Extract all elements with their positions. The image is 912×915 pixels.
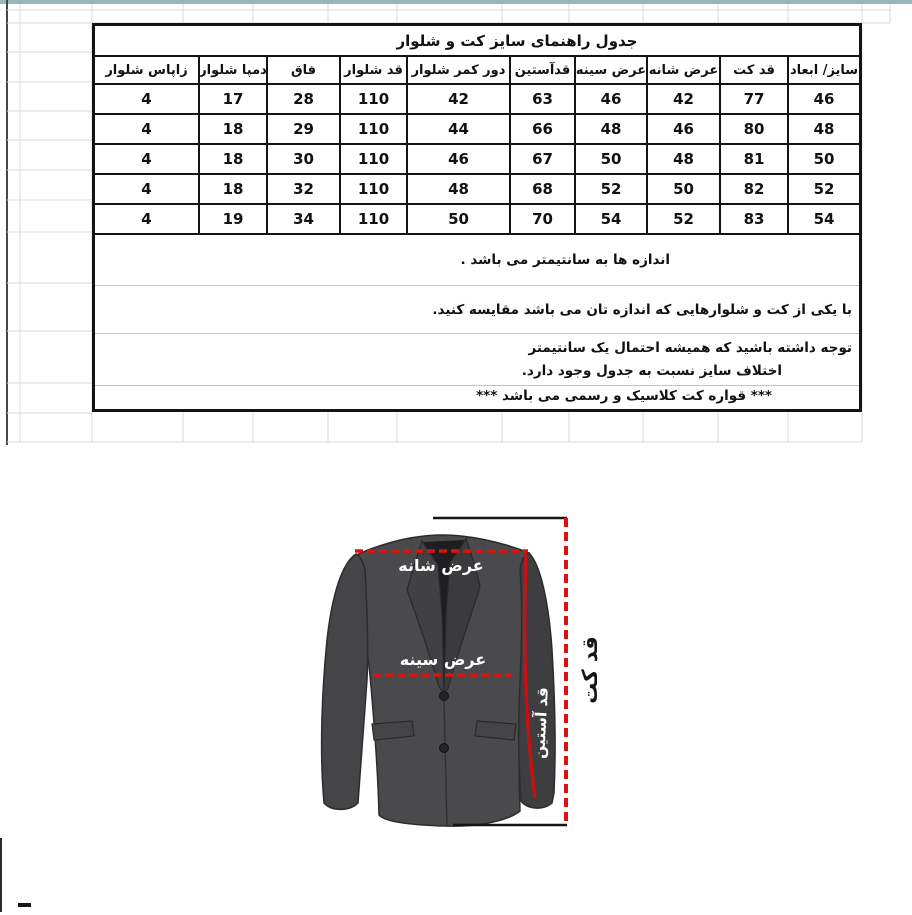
jacket-right-pocket <box>474 720 517 741</box>
size-cell: 110 <box>339 85 406 113</box>
note-tolerance: توجه داشته باشید که همیشه احتمال یک سانت… <box>95 334 859 386</box>
size-cell: 110 <box>339 115 406 143</box>
size-cell: 4 <box>141 120 152 138</box>
table-row: 52 82 50 52 68 48 110 32 18 4 <box>95 175 859 205</box>
jacket-length-label: قد کت <box>578 636 602 704</box>
table-title-text: جدول راهنمای سایز کت و شلوار <box>396 31 638 50</box>
size-cell: 63 <box>509 85 574 113</box>
size-cell: 50 <box>787 145 859 173</box>
header-cell: دور کمر شلوار <box>406 57 509 83</box>
size-cell: 42 <box>646 85 719 113</box>
size-cell: 18 <box>198 115 266 143</box>
window-top-edge <box>0 0 912 4</box>
left-window-edge <box>6 0 8 445</box>
size-cell: 46 <box>787 85 859 113</box>
size-cell: 66 <box>509 115 574 143</box>
bottom-edge-mark <box>18 903 31 907</box>
size-cell: 110 <box>339 175 406 203</box>
size-cell: 52 <box>787 175 859 203</box>
jacket-left-lapel <box>406 539 445 695</box>
size-cell: 50 <box>574 145 646 173</box>
header-cell: عرض سینه <box>574 57 646 83</box>
header-cell: عرض شانه <box>646 57 719 83</box>
size-cell: 18 <box>198 145 266 173</box>
size-cell: 42 <box>406 85 509 113</box>
note-fit-style: *** قواره کت کلاسیک و رسمی می باشد *** <box>476 388 772 404</box>
jacket-left-sleeve <box>320 553 369 811</box>
jacket-right-lapel <box>443 537 481 695</box>
size-cell: 4 <box>141 90 152 108</box>
header-cell: قدآستین <box>509 57 574 83</box>
size-cell: 83 <box>719 205 787 233</box>
jacket-button-bottom <box>439 743 449 753</box>
jacket-left-pocket <box>371 720 415 741</box>
size-cell: 68 <box>509 175 574 203</box>
size-cell: 34 <box>266 205 339 233</box>
size-cell: 30 <box>266 145 339 173</box>
table-row: 50 81 48 50 67 46 110 30 18 4 <box>95 145 859 175</box>
size-cell: 70 <box>509 205 574 233</box>
jacket-measurement-diagram: عرض شانه عرض سینه قد آستین قد کت <box>320 516 602 827</box>
left-window-edge-bottom <box>0 838 2 912</box>
header-cell: سایز/ ابعاد <box>787 57 859 83</box>
size-cell: 46 <box>646 115 719 143</box>
table-row: 48 80 46 48 66 44 110 29 18 4 <box>95 115 859 145</box>
size-cell: 54 <box>574 205 646 233</box>
size-cell: 48 <box>574 115 646 143</box>
header-cell: قد کت <box>719 57 787 83</box>
sleeve-length-label: قد آستین <box>529 687 552 760</box>
table-header-row: سایز/ ابعاد قد کت عرض شانه عرض سینه قدآستین د… <box>95 57 859 85</box>
header-cell: قد شلوار <box>339 57 406 83</box>
size-cell: 80 <box>719 115 787 143</box>
size-cell: 28 <box>266 85 339 113</box>
size-cell: 48 <box>406 175 509 203</box>
size-cell: 52 <box>574 175 646 203</box>
size-cell: 50 <box>646 175 719 203</box>
header-cell: فاق <box>266 57 339 83</box>
table-notes: اندازه ها به سانتیمتر می باشد . با یکی ا… <box>95 235 859 410</box>
size-cell: 4 <box>141 210 152 228</box>
size-cell: 77 <box>719 85 787 113</box>
size-cell: 48 <box>787 115 859 143</box>
size-cell: 17 <box>198 85 266 113</box>
size-cell: 29 <box>266 115 339 143</box>
size-cell: 48 <box>646 145 719 173</box>
size-cell: 19 <box>198 205 266 233</box>
size-cell: 46 <box>406 145 509 173</box>
table-row: 46 77 42 46 63 42 110 28 17 4 <box>95 85 859 115</box>
size-cell: 50 <box>406 205 509 233</box>
size-cell: 82 <box>719 175 787 203</box>
note-compare: با یکی از کت و شلوارهایی که اندازه تان م… <box>95 286 859 334</box>
size-cell: 110 <box>339 205 406 233</box>
jacket-button-top <box>439 691 449 701</box>
note-units: اندازه ها به سانتیمتر می باشد . <box>95 235 859 286</box>
size-guide-table: جدول راهنمای سایز کت و شلوار سایز/ ابعاد… <box>92 23 862 412</box>
size-cell: 54 <box>787 205 859 233</box>
table-body: 46 77 42 46 63 42 110 28 17 4 48 80 46 48 66 44 110 29 18 4… <box>95 85 859 235</box>
table-title: جدول راهنمای سایز کت و شلوار <box>95 26 859 57</box>
sleeve-length-line <box>522 553 537 799</box>
size-cell: 110 <box>339 145 406 173</box>
size-cell: 18 <box>198 175 266 203</box>
table-row: 54 83 52 54 70 50 110 34 19 4 <box>95 205 859 235</box>
size-cell: 44 <box>406 115 509 143</box>
size-cell: 81 <box>719 145 787 173</box>
size-cell: 4 <box>141 180 152 198</box>
header-cell: زاپاس شلوار <box>105 62 188 78</box>
shoulder-width-label: عرض شانه <box>398 556 483 575</box>
size-cell: 67 <box>509 145 574 173</box>
size-cell: 46 <box>574 85 646 113</box>
jacket-center-seam <box>443 700 448 826</box>
size-cell: 4 <box>141 150 152 168</box>
header-cell: دمپا شلوار <box>198 57 266 83</box>
size-cell: 32 <box>266 175 339 203</box>
chest-width-label: عرض سینه <box>400 650 486 669</box>
size-cell: 52 <box>646 205 719 233</box>
